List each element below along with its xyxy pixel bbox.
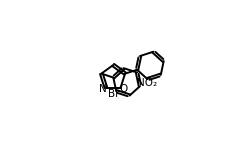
Text: O: O <box>120 84 128 94</box>
Text: NO₂: NO₂ <box>137 78 157 88</box>
Text: N: N <box>99 84 106 94</box>
Text: Br: Br <box>108 89 119 99</box>
